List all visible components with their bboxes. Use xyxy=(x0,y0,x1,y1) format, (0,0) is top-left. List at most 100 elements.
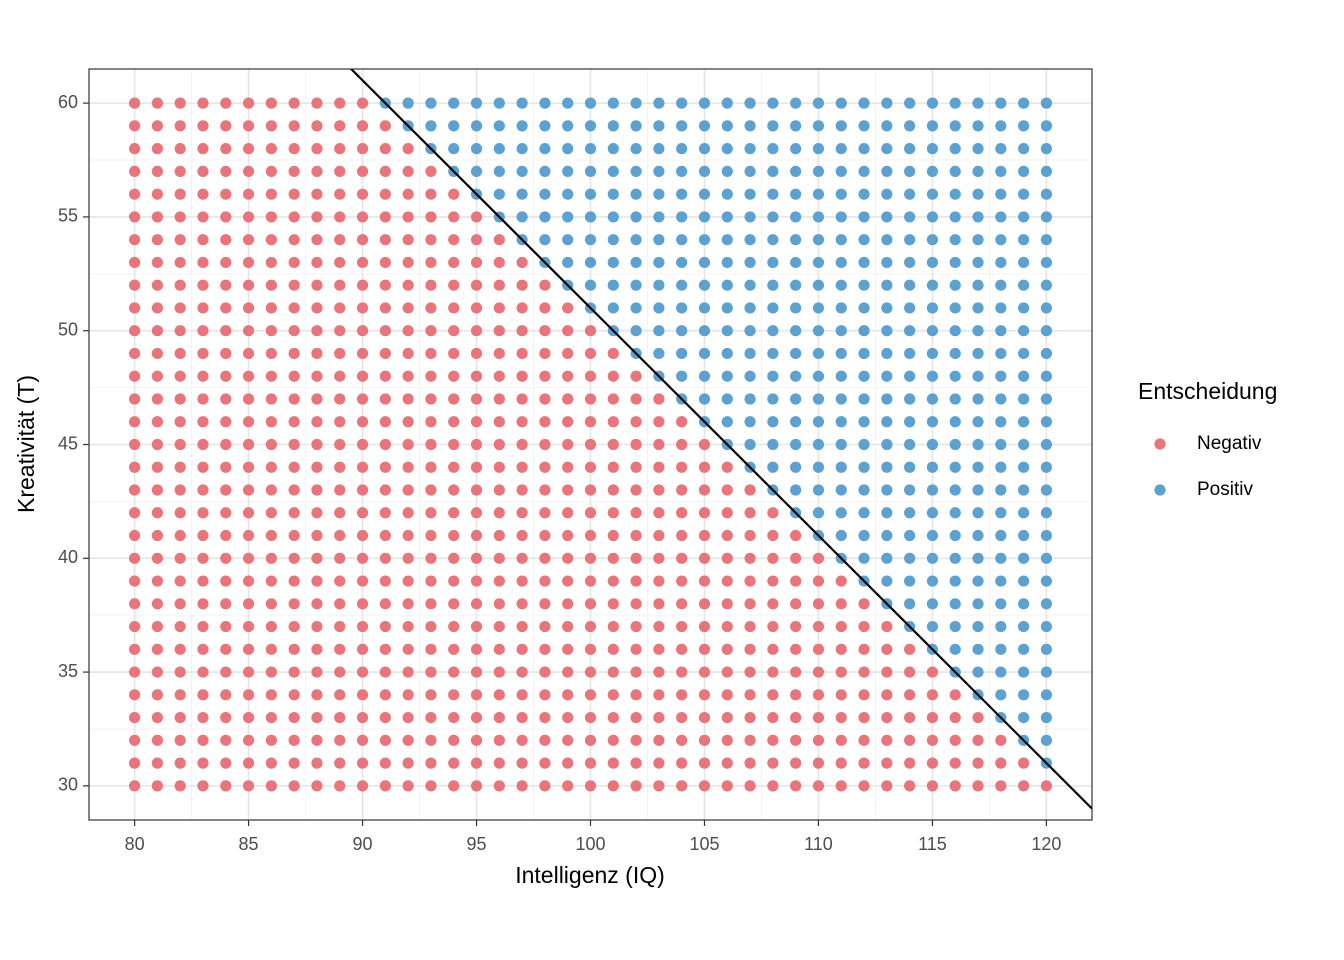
point xyxy=(470,711,483,724)
point xyxy=(904,711,916,724)
point xyxy=(881,325,893,337)
point xyxy=(356,302,369,314)
point xyxy=(402,416,414,428)
point xyxy=(972,552,984,564)
point xyxy=(812,211,825,223)
point xyxy=(881,780,893,792)
point xyxy=(790,780,802,792)
point xyxy=(265,438,277,451)
point xyxy=(949,711,961,724)
point xyxy=(1018,325,1030,337)
point xyxy=(265,97,277,109)
point xyxy=(311,165,323,178)
point xyxy=(949,370,961,382)
point xyxy=(562,188,574,200)
point xyxy=(562,666,574,678)
point xyxy=(128,143,141,155)
point xyxy=(721,120,733,132)
point xyxy=(607,234,619,246)
point xyxy=(562,370,574,382)
point xyxy=(812,734,825,746)
point xyxy=(151,598,163,610)
point xyxy=(448,393,460,405)
point xyxy=(197,575,209,587)
point xyxy=(1018,120,1030,132)
point xyxy=(288,143,300,155)
y-tick-label: 40 xyxy=(58,547,78,567)
point xyxy=(926,165,939,178)
point xyxy=(151,279,163,291)
point xyxy=(197,461,209,473)
point xyxy=(767,643,779,655)
point xyxy=(1040,689,1053,701)
point xyxy=(539,325,551,337)
point xyxy=(197,643,209,655)
point xyxy=(1018,643,1030,655)
point xyxy=(790,97,802,109)
point xyxy=(858,347,870,360)
point xyxy=(562,711,574,724)
point xyxy=(516,347,528,360)
point xyxy=(493,143,505,155)
point xyxy=(311,666,323,678)
point xyxy=(151,757,163,769)
point xyxy=(242,552,255,564)
point xyxy=(676,552,688,564)
point xyxy=(835,370,847,382)
point xyxy=(812,302,825,314)
point xyxy=(516,143,528,155)
point xyxy=(698,188,711,200)
point xyxy=(151,507,163,519)
point xyxy=(174,643,186,655)
point xyxy=(197,711,209,724)
point xyxy=(448,347,460,360)
point xyxy=(242,643,255,655)
point xyxy=(197,484,209,496)
point xyxy=(949,211,961,223)
point xyxy=(744,302,756,314)
point xyxy=(630,711,642,724)
point xyxy=(516,711,528,724)
point xyxy=(379,529,391,542)
point xyxy=(607,552,619,564)
point xyxy=(607,598,619,610)
point xyxy=(744,757,756,769)
point xyxy=(881,370,893,382)
point xyxy=(1018,416,1030,428)
point xyxy=(881,97,893,109)
legend-title: Entscheidung xyxy=(1138,378,1277,404)
legend-marker xyxy=(1154,438,1166,450)
point xyxy=(493,734,505,746)
point xyxy=(493,620,505,633)
point xyxy=(539,666,551,678)
point xyxy=(972,302,984,314)
point xyxy=(128,347,141,360)
point xyxy=(1040,97,1053,109)
point xyxy=(493,120,505,132)
point xyxy=(835,689,847,701)
point xyxy=(516,734,528,746)
point xyxy=(265,734,277,746)
point xyxy=(926,416,939,428)
point xyxy=(265,416,277,428)
point xyxy=(379,575,391,587)
point xyxy=(1040,279,1053,291)
point xyxy=(539,689,551,701)
point xyxy=(562,643,574,655)
point xyxy=(311,529,323,542)
point xyxy=(630,757,642,769)
point xyxy=(653,529,665,542)
point xyxy=(698,757,711,769)
point xyxy=(311,780,323,792)
point xyxy=(949,165,961,178)
point xyxy=(402,598,414,610)
point xyxy=(835,347,847,360)
point xyxy=(128,484,141,496)
point xyxy=(425,711,437,724)
point xyxy=(448,438,460,451)
point xyxy=(425,302,437,314)
point xyxy=(949,143,961,155)
y-tick-label: 45 xyxy=(58,433,78,453)
point xyxy=(926,666,939,678)
point xyxy=(128,598,141,610)
